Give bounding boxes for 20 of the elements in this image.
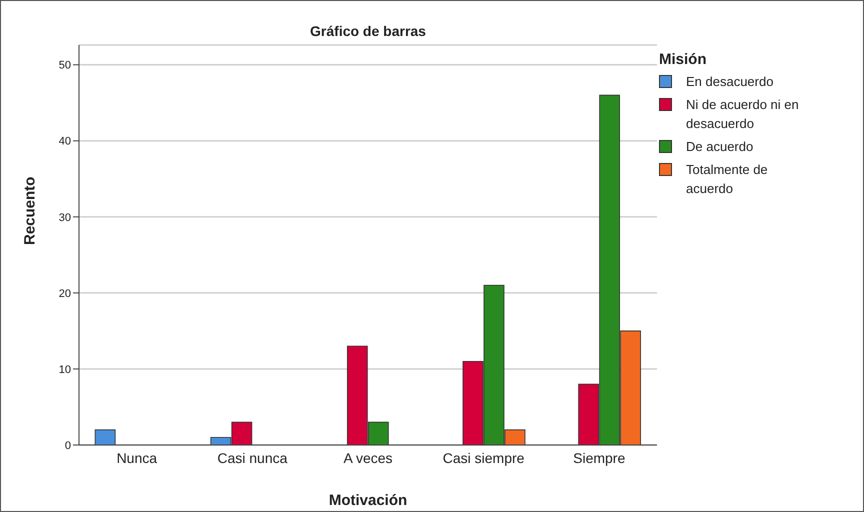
x-tick-label: Siempre	[573, 450, 626, 466]
y-axis-title: Recuento	[21, 176, 38, 245]
bar	[94, 429, 116, 445]
x-axis-title: Motivación	[328, 492, 408, 509]
legend-label: Ni de acuerdo ni en desacuerdo	[686, 96, 800, 133]
y-tick-label: 50	[58, 60, 71, 72]
legend-label: De acuerdo	[686, 138, 754, 156]
chart-title: Gráfico de barras	[309, 23, 427, 39]
legend-label: En desacuerdo	[686, 73, 774, 91]
y-tick-label: 20	[58, 288, 71, 300]
x-tick-label: A veces	[343, 450, 393, 466]
x-tick-label: Casi nunca	[217, 450, 288, 466]
x-tick-label: Casi siempre	[442, 450, 525, 466]
y-tick-label: 10	[58, 364, 71, 376]
y-tick-label: 30	[58, 212, 71, 224]
y-tick-label: 40	[58, 136, 71, 148]
legend-title: Misión	[659, 51, 708, 68]
legend-label: Totalmente de acuerdo	[686, 161, 769, 198]
y-tick-label: 0	[64, 440, 71, 452]
x-tick-label: Nunca	[116, 450, 158, 466]
